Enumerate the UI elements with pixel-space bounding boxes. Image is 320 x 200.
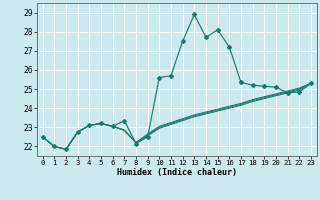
X-axis label: Humidex (Indice chaleur): Humidex (Indice chaleur): [117, 168, 237, 177]
